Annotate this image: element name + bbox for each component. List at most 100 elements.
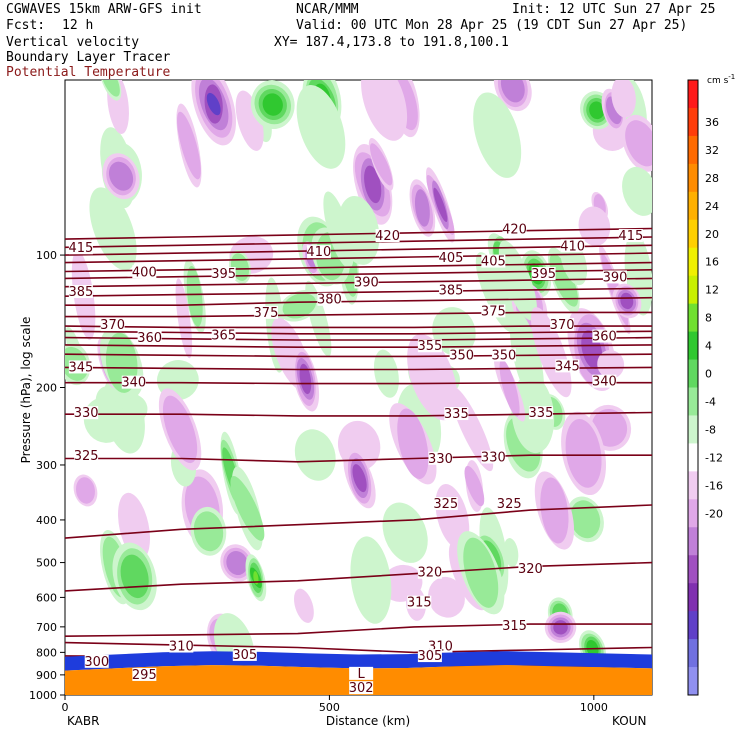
x-endpoint-end: KOUN xyxy=(612,714,646,728)
w-cell xyxy=(294,429,336,481)
y-tick-label: 800 xyxy=(36,646,57,659)
contour-label: 325 xyxy=(433,497,458,512)
colorbar-swatch xyxy=(688,331,698,361)
contour-label: 330 xyxy=(481,450,506,465)
w-cell xyxy=(206,92,221,116)
contour-label-bg xyxy=(68,285,93,299)
w-cell xyxy=(570,500,601,539)
contour-label-bg xyxy=(317,292,342,306)
contour-label: 395 xyxy=(211,267,236,282)
contour-label: 330 xyxy=(428,452,453,467)
colorbar-tick-label: -8 xyxy=(705,423,716,436)
contour-label-bg xyxy=(132,265,157,279)
colorbar-swatch xyxy=(688,499,698,528)
contour-label: 305 xyxy=(232,648,257,663)
colorbar-frame xyxy=(687,79,699,696)
contour-label: 355 xyxy=(417,339,442,354)
header-field-bl-tracer: Boundary Layer Tracer xyxy=(6,50,171,65)
contour-label: 360 xyxy=(592,330,617,345)
contour-label-bg xyxy=(349,666,374,680)
contour-label-bg xyxy=(417,339,442,353)
contour-label: 420 xyxy=(375,229,400,244)
w-cell xyxy=(565,419,602,488)
theta-contour xyxy=(65,244,652,256)
theta-contour xyxy=(65,336,652,341)
theta-contour xyxy=(65,287,652,297)
contour-label-bg xyxy=(602,270,627,284)
w-cell xyxy=(433,187,448,223)
w-cell xyxy=(282,293,317,319)
colorbar-tick-label: -16 xyxy=(705,479,723,492)
contour-label: 345 xyxy=(68,360,93,375)
w-cell xyxy=(369,143,393,186)
x-tick-label: 0 xyxy=(62,701,69,714)
contour-label-bg xyxy=(84,654,109,668)
w-cell xyxy=(397,408,429,479)
contour-label: 370 xyxy=(100,318,125,333)
contour-label-bg xyxy=(137,330,162,344)
colorbar-swatch xyxy=(688,471,698,500)
colorbar-swatch xyxy=(688,247,698,277)
contour-label: 305 xyxy=(417,649,442,664)
contour-label-bg xyxy=(444,407,469,421)
y-axis: 100 200 300 400 500 600 700 800 900 1000 xyxy=(29,249,65,702)
contour-label: 330 xyxy=(74,406,99,421)
contour-label-bg xyxy=(481,304,506,318)
colorbar-swatch xyxy=(688,275,698,305)
contour-label-bg xyxy=(531,267,556,281)
contour-label: 315 xyxy=(407,596,432,611)
header-fcst-label: Fcst: xyxy=(6,18,46,33)
w-cell xyxy=(578,206,611,246)
contour-label: 400 xyxy=(132,265,157,280)
theta-contour xyxy=(65,641,652,654)
w-cell xyxy=(108,161,134,191)
contour-labels: 415 400 395 410 420 420 415 405 405 410 385 390 395 3… xyxy=(68,222,643,695)
colorbar-swatch xyxy=(688,583,698,612)
bl-tracer-band xyxy=(65,651,652,671)
contour-label-bg xyxy=(449,348,474,362)
header-center: NCAR/MMM xyxy=(296,2,359,17)
colorbar-swatch xyxy=(688,107,698,137)
w-cell xyxy=(540,477,569,544)
terrain-and-tracer xyxy=(65,651,652,695)
w-cell xyxy=(589,101,605,120)
colorbar-unit: cm s-1 xyxy=(707,73,735,86)
contour-label: 325 xyxy=(497,497,522,512)
w-cell xyxy=(193,511,224,552)
w-cell xyxy=(414,189,430,227)
colorbar: 36 32 28 24 20 16 12 8 4 0 -4 -8 -12 -16 -20 xyxy=(687,79,723,696)
colorbar-swatch xyxy=(688,667,698,696)
contour-label-bg xyxy=(502,618,527,632)
contour-label-bg xyxy=(306,245,331,259)
contour-label-bg xyxy=(417,649,442,663)
colorbar-tick-label: -12 xyxy=(705,451,723,464)
theta-contour xyxy=(65,366,652,371)
contour-label-bg xyxy=(502,222,527,236)
contour-label-bg xyxy=(592,329,617,343)
w-cell xyxy=(177,111,201,180)
contour-label-bg xyxy=(555,359,580,373)
contour-label-bg xyxy=(74,406,99,420)
contour-label: 300 xyxy=(84,655,109,670)
theta-contour xyxy=(65,330,652,335)
contour-label-bg xyxy=(211,328,236,342)
contour-label-bg xyxy=(68,241,93,255)
colorbar-tick-label: 0 xyxy=(705,368,712,381)
contour-label-bg xyxy=(211,267,236,281)
w-cell xyxy=(75,477,95,504)
header-xy: XY= 187.4,173.8 to 191.8,100.1 xyxy=(274,35,509,50)
w-cell xyxy=(296,85,346,169)
contour-label: 335 xyxy=(444,407,469,422)
contour-label: 345 xyxy=(555,359,580,374)
header-model: CGWAVES 15km ARW-GFS init xyxy=(6,2,202,17)
contour-label-bg xyxy=(375,229,400,243)
theta-contour xyxy=(65,353,652,358)
contour-label: 315 xyxy=(502,619,527,634)
colorbar-tick-label: -20 xyxy=(705,507,723,520)
theta-contour xyxy=(65,311,652,318)
w-cell xyxy=(620,292,634,310)
contour-label-bg xyxy=(169,639,194,653)
w-cell xyxy=(382,502,428,563)
x-tick-label: 500 xyxy=(319,701,340,714)
contour-label: 395 xyxy=(531,267,556,282)
